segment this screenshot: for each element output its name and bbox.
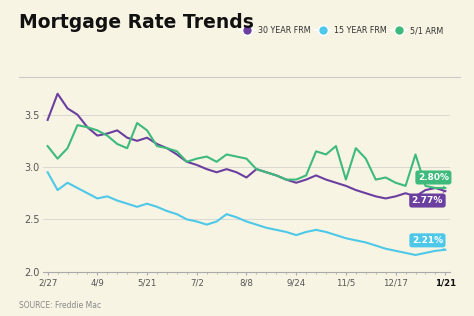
Legend: 30 YEAR FRM, 15 YEAR FRM, 5/1 ARM: 30 YEAR FRM, 15 YEAR FRM, 5/1 ARM [236, 23, 447, 38]
Text: 2.21%: 2.21% [412, 236, 446, 250]
Text: 2.77%: 2.77% [412, 191, 446, 205]
Text: Mortgage Rate Trends: Mortgage Rate Trends [19, 13, 254, 32]
Text: SOURCE: Freddie Mac: SOURCE: Freddie Mac [19, 301, 101, 310]
Text: 2.80%: 2.80% [418, 173, 449, 188]
